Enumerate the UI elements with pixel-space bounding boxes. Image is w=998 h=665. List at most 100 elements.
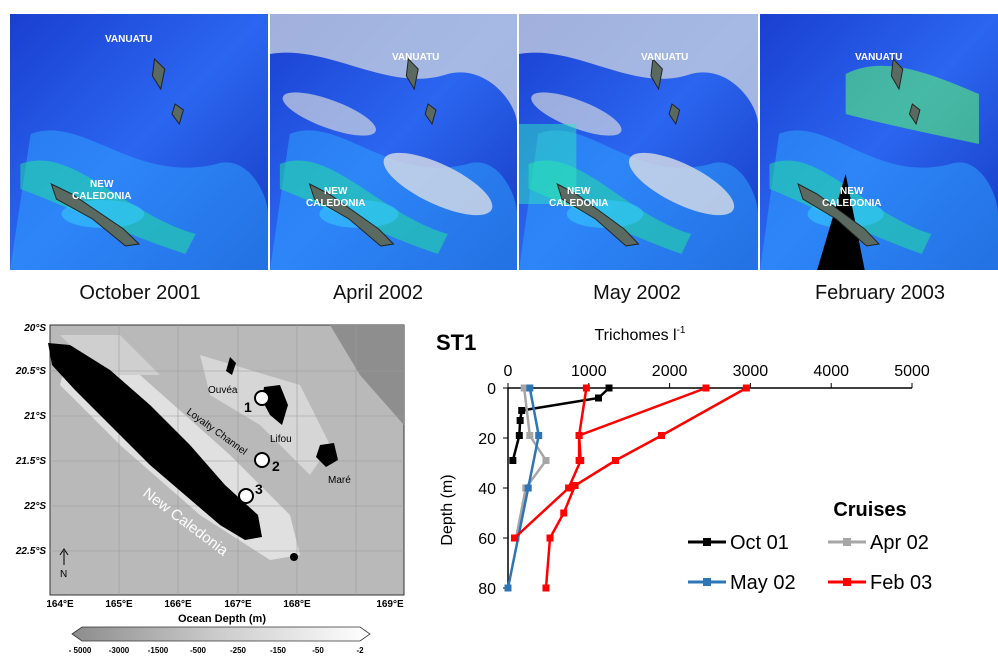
series-point bbox=[515, 432, 523, 439]
series-point bbox=[509, 457, 517, 464]
x-tick-label: 5000 bbox=[894, 363, 930, 380]
chart-svg: ST1 Trichomes l-1 Depth (m) 0 1000 2000 300… bbox=[436, 325, 932, 598]
series-point bbox=[582, 384, 590, 392]
station-1-label: 1 bbox=[244, 399, 252, 415]
station-3-marker bbox=[238, 488, 254, 504]
series-point bbox=[526, 384, 534, 392]
depth-legend-title: Ocean Depth (m) bbox=[178, 613, 266, 625]
series-point bbox=[565, 484, 573, 492]
legend-title: Cruises bbox=[833, 499, 906, 521]
satellite-image-graphic bbox=[10, 14, 268, 270]
new-caledonia-map: 1 2 3 New Caledonia Ouvéa Loyalty Channe… bbox=[0, 315, 420, 660]
latitude-labels: 20°S 20.5°S 21°S 21.5°S 22°S 22.5°S bbox=[15, 323, 46, 557]
legend-swatch-marker bbox=[843, 578, 851, 586]
satellite-image-3: VANUATU NEW CALEDONIA bbox=[519, 14, 758, 270]
legend-label: Apr 02 bbox=[870, 532, 929, 554]
loyalty-ridge-zone bbox=[200, 355, 330, 475]
north-shelf-zone bbox=[60, 335, 160, 375]
series-point bbox=[575, 432, 583, 439]
isle-of-pines bbox=[290, 553, 298, 561]
series-point bbox=[535, 432, 543, 439]
y-tick-label: 80 bbox=[478, 581, 496, 598]
chart-legend: Oct 01 Apr 02 May 02 Feb 03 bbox=[688, 532, 932, 594]
y-tick-label: 0 bbox=[487, 381, 496, 398]
depth-tick: -1500 bbox=[148, 646, 169, 655]
mare-island bbox=[316, 443, 338, 467]
map-svg: 1 2 3 New Caledonia Ouvéa Loyalty Channe… bbox=[15, 323, 405, 655]
series-point bbox=[542, 584, 550, 592]
lat-label: 22.5°S bbox=[15, 546, 46, 557]
series-point bbox=[518, 407, 526, 414]
mare-label: Maré bbox=[328, 475, 351, 486]
series-point bbox=[526, 432, 534, 439]
series-point bbox=[516, 417, 524, 424]
new-caledonia-sat-label: NEW CALEDONIA bbox=[549, 186, 609, 209]
longitude-labels: 164°E 165°E 166°E 167°E 168°E 169°E bbox=[46, 599, 404, 610]
lat-label: 20°S bbox=[23, 323, 46, 334]
lat-label: 20.5°S bbox=[15, 366, 46, 377]
series-line bbox=[577, 387, 588, 461]
depth-tick: -50 bbox=[312, 646, 324, 655]
station-2-label: 2 bbox=[272, 458, 280, 474]
depth-legend-ticks: - 5000 -3000 -1500 -500 -250 -150 -50 -2 bbox=[69, 646, 364, 655]
series-point bbox=[510, 534, 518, 542]
depth-colorbar bbox=[71, 626, 371, 642]
ouvea-island bbox=[226, 357, 236, 375]
deep-basin-zone bbox=[330, 325, 404, 425]
satellite-image-4: VANUATU NEW CALEDONIA bbox=[760, 14, 998, 270]
series-point bbox=[742, 384, 750, 392]
legend-swatch-marker bbox=[843, 538, 851, 546]
satellite-image-graphic bbox=[760, 14, 998, 270]
depth-tick: -250 bbox=[230, 646, 247, 655]
series-point bbox=[611, 457, 619, 464]
series-point bbox=[524, 484, 532, 492]
series-point bbox=[560, 509, 568, 517]
lon-label: 166°E bbox=[164, 599, 192, 610]
y-tick-label: 20 bbox=[478, 431, 496, 448]
satellite-image-graphic bbox=[519, 14, 758, 270]
lat-label: 21.5°S bbox=[15, 456, 46, 467]
station-markers bbox=[238, 390, 270, 504]
vanuatu-label: VANUATU bbox=[641, 52, 689, 63]
y-axis-title: Depth (m) bbox=[439, 474, 456, 545]
depth-tick: -2 bbox=[356, 646, 364, 655]
series-line bbox=[506, 387, 540, 589]
depth-tick: - 5000 bbox=[69, 646, 92, 655]
depth-tick: -3000 bbox=[109, 646, 130, 655]
lifou-label: Lifou bbox=[270, 434, 292, 445]
new-caledonia-sat-label: NEW CALEDONIA bbox=[306, 186, 366, 209]
satellite-caption: February 2003 bbox=[814, 282, 946, 304]
y-tick-label: 40 bbox=[478, 481, 496, 498]
lon-label: 168°E bbox=[283, 599, 311, 610]
lon-label: 169°E bbox=[376, 599, 404, 610]
x-axis-title-text: Trichomes l bbox=[595, 327, 677, 344]
series-point bbox=[594, 394, 602, 402]
series-point bbox=[504, 584, 512, 592]
lon-label: 167°E bbox=[224, 599, 252, 610]
y-tick-label: 60 bbox=[478, 531, 496, 548]
legend-swatch-marker bbox=[703, 538, 711, 546]
lat-label: 22°S bbox=[23, 501, 46, 512]
x-tick-label: 1000 bbox=[571, 363, 607, 380]
satellite-caption: April 2002 bbox=[332, 282, 424, 304]
x-axis-title: Trichomes l-1 bbox=[595, 325, 686, 344]
satellite-caption: May 2002 bbox=[593, 282, 681, 304]
depth-tick: -500 bbox=[190, 646, 207, 655]
chart-title: ST1 bbox=[436, 330, 476, 355]
legend-label: Oct 01 bbox=[730, 532, 789, 554]
series-point bbox=[542, 457, 550, 464]
ouvea-label: Ouvéa bbox=[208, 385, 238, 396]
new-caledonia-island bbox=[48, 343, 262, 540]
new-caledonia-sat-label: NEW CALEDONIA bbox=[72, 179, 132, 202]
station-2-marker bbox=[254, 452, 270, 468]
new-caledonia-sat-label: NEW CALEDONIA bbox=[822, 186, 882, 209]
satellite-image-2: VANUATU NEW CALEDONIA bbox=[270, 14, 517, 270]
north-label: N bbox=[60, 569, 67, 580]
series-point bbox=[571, 482, 579, 489]
station-1-marker bbox=[254, 390, 270, 406]
depth-tick: -150 bbox=[270, 646, 287, 655]
series-point bbox=[546, 534, 554, 542]
x-tick-label: 4000 bbox=[813, 363, 849, 380]
satellite-caption: October 2001 bbox=[79, 282, 201, 304]
satellite-image-graphic bbox=[270, 14, 517, 270]
